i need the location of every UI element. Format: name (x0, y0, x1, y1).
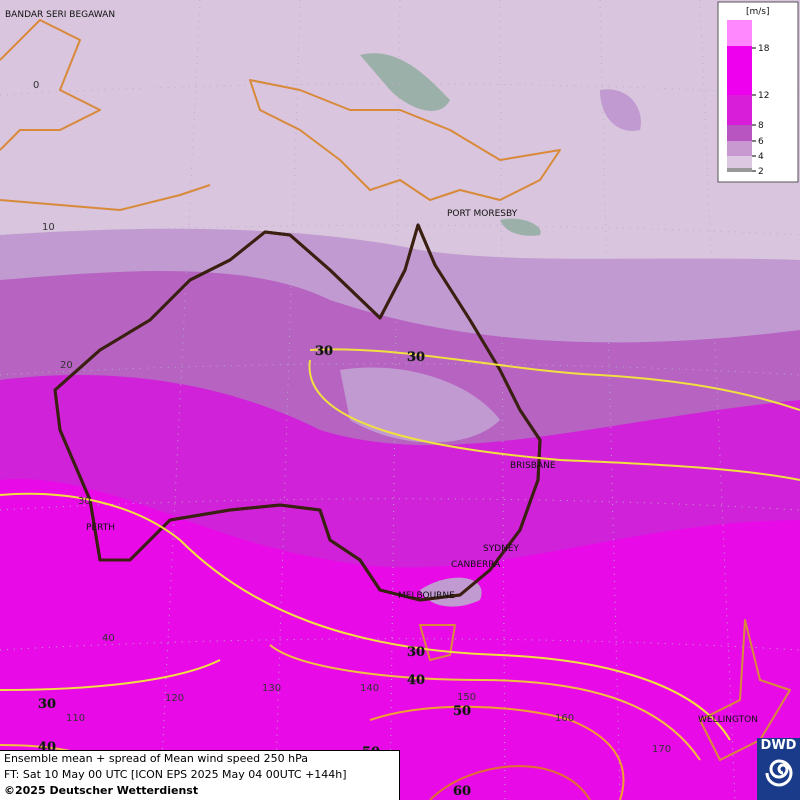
latitude-label: 30 (78, 496, 91, 507)
coastlines (0, 19, 791, 761)
contour-50 (369, 705, 625, 800)
footer-line: Ensemble mean + spread of Mean wind spee… (4, 752, 308, 765)
longitude-label: 110 (66, 713, 85, 724)
contour-label: 40 (407, 673, 425, 688)
city-label: PORT MORESBY (447, 209, 518, 219)
legend-unit: [m/s] (746, 7, 770, 17)
graticule-line (499, 0, 506, 800)
low-wind-patches (360, 53, 541, 236)
contour-40 (269, 644, 701, 761)
new-zealand (699, 619, 791, 761)
longitude-label: 150 (457, 692, 476, 703)
band-6-patch (340, 367, 500, 443)
longitude-label: 130 (262, 683, 281, 694)
legend-tick-label: 18 (758, 44, 770, 54)
legend: [m/s] 18 12 8 6 4 2 (717, 1, 799, 183)
nusa-tenggara (0, 184, 211, 211)
city-label: BANDAR SERI BEGAWAN (5, 10, 115, 20)
contour-label: 30 (407, 350, 425, 365)
band-6-patch (600, 89, 641, 131)
city-label: BRISBANE (510, 461, 556, 471)
contour-30 (0, 659, 221, 691)
latitude-label: 40 (102, 633, 115, 644)
longitude-label: 170 (652, 744, 671, 755)
latitude-label: 10 (42, 222, 55, 233)
graticule-line (159, 0, 201, 800)
legend-tick-label: 6 (758, 137, 764, 147)
logo: DWD (757, 738, 800, 800)
logo-text: DWD (760, 738, 797, 753)
legend-swatch (727, 156, 752, 168)
graticule-line (699, 0, 736, 800)
legend-tick-label: 4 (758, 152, 764, 162)
legend-swatch (727, 46, 752, 95)
city-label: MELBOURNE (398, 591, 455, 601)
legend-tick-label: 12 (758, 91, 769, 101)
footer: Ensemble mean + spread of Mean wind spee… (0, 750, 400, 800)
contour-30 (0, 492, 731, 741)
graticule-line (599, 0, 621, 800)
contour-label: 50 (453, 704, 471, 719)
city-label: PERTH (86, 523, 115, 533)
contour-label: 60 (453, 784, 471, 799)
footer-line: ©2025 Deutscher Wetterdienst (4, 784, 199, 797)
longitude-label: 120 (165, 693, 184, 704)
latitude-label: 20 (60, 360, 73, 371)
legend-tick-label: 8 (758, 121, 764, 131)
city-label: WELLINGTON (698, 715, 758, 725)
contour-60 (429, 765, 591, 800)
graticule-line (274, 0, 301, 800)
footer-line: FT: Sat 10 May 00 UTC [ICON EPS 2025 May… (4, 768, 347, 781)
longitude-label: 140 (360, 683, 379, 694)
logo-swirl (765, 759, 792, 787)
legend-swatch (727, 141, 752, 156)
borneo (0, 19, 101, 151)
city-label: CANBERRA (451, 560, 501, 570)
patch (360, 53, 450, 111)
contour-label: 30 (407, 645, 425, 660)
longitude-label: 160 (555, 713, 574, 724)
contour-30 (308, 359, 800, 481)
legend-swatch (727, 20, 752, 46)
new-guinea (249, 79, 561, 201)
contour-label: 30 (315, 344, 333, 359)
legend-swatch (727, 95, 752, 125)
city-label: SYDNEY (483, 544, 520, 554)
graticule-line (389, 0, 401, 800)
latitude-label: 0 (33, 80, 39, 91)
contour-label: 30 (38, 697, 56, 712)
legend-tick-label: 2 (758, 167, 764, 177)
legend-swatch (727, 168, 752, 172)
legend-swatch (727, 125, 752, 141)
patch (500, 218, 541, 236)
contour-30 (309, 348, 800, 411)
swirl (765, 759, 792, 787)
